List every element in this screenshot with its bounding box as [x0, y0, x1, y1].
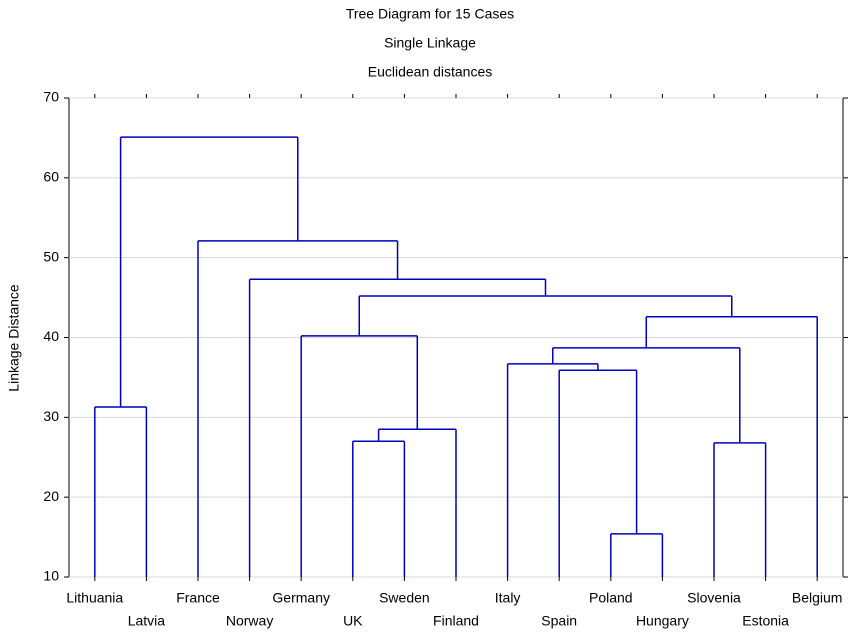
leaf-label: France	[176, 590, 220, 606]
leaf-label: Germany	[272, 590, 330, 606]
leaf-label: UK	[343, 613, 363, 629]
y-tick-label: 30	[43, 408, 59, 424]
leaf-label: Poland	[589, 590, 633, 606]
y-tick-label: 10	[43, 568, 59, 584]
leaf-label: Latvia	[128, 613, 166, 629]
leaf-label: Italy	[495, 590, 521, 606]
leaf-label: Sweden	[379, 590, 430, 606]
y-tick-label: 40	[43, 328, 59, 344]
leaf-label: Lithuania	[66, 590, 123, 606]
leaf-label: Slovenia	[687, 590, 741, 606]
leaf-label: Spain	[541, 613, 577, 629]
leaf-label: Hungary	[636, 613, 689, 629]
leaf-label: Belgium	[792, 590, 843, 606]
leaf-label: Norway	[226, 613, 273, 629]
y-axis-label: Linkage Distance	[6, 284, 22, 392]
y-tick-label: 70	[43, 89, 59, 105]
y-tick-label: 50	[43, 248, 59, 264]
chart-title: Tree Diagram for 15 Cases	[346, 6, 514, 22]
y-tick-label: 60	[43, 169, 59, 185]
chart-subtitle: Euclidean distances	[368, 64, 493, 80]
leaf-label: Estonia	[742, 613, 789, 629]
y-tick-label: 20	[43, 488, 59, 504]
chart-subtitle: Single Linkage	[384, 35, 476, 51]
leaf-label: Finland	[433, 613, 479, 629]
